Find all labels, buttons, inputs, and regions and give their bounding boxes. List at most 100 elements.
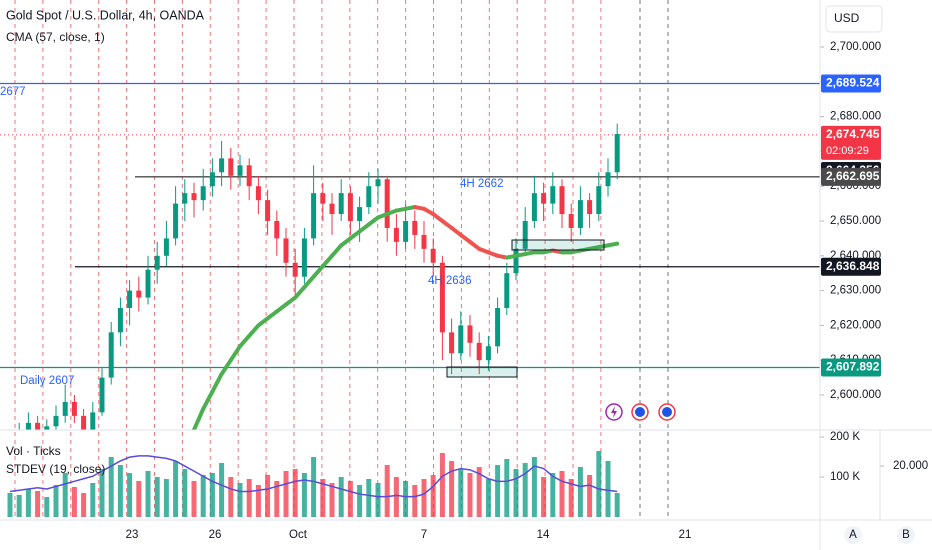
level-label-box (821, 74, 881, 93)
volume-bar (99, 469, 105, 517)
volume-bar (320, 479, 326, 517)
footer-button[interactable] (897, 526, 915, 544)
volume-bar (375, 483, 381, 517)
volume-bar (458, 469, 464, 517)
candle-body (136, 290, 142, 298)
stdev-line (9, 455, 618, 498)
volume-bar (219, 463, 225, 517)
candle-body (467, 325, 473, 343)
candle-body (173, 203, 179, 239)
volume-bar (329, 483, 335, 517)
volume-bar (71, 487, 77, 517)
candle-body (587, 200, 593, 215)
y-tick-label: 2,600.000 (830, 389, 881, 401)
price-pane (0, 82, 820, 430)
candle-body (274, 221, 280, 239)
candle-body (495, 307, 501, 347)
cma-segment (219, 358, 233, 377)
candle-body (292, 262, 298, 277)
volume-bar (53, 485, 59, 517)
candle-body (375, 179, 381, 187)
volume-bar (154, 477, 160, 517)
zone-box (446, 366, 518, 378)
volume-bar (265, 475, 271, 517)
candle-body (53, 415, 59, 427)
candle-body (200, 186, 206, 201)
volume-bar (338, 477, 344, 517)
candle-body (219, 158, 225, 173)
cma-segment (238, 333, 252, 349)
event-icon-glyph (635, 407, 645, 417)
volume-bar (44, 497, 50, 517)
volume-bar (568, 479, 574, 517)
event-icon-glyph (611, 406, 617, 418)
currency-button[interactable] (825, 5, 883, 33)
zone-box (511, 239, 605, 251)
candle-body (421, 234, 427, 249)
candle-body (458, 325, 464, 354)
candle-body (449, 332, 455, 354)
candle-body (338, 193, 344, 215)
candle-body (117, 307, 123, 333)
chart-title: Gold Spot / U.S. Dollar, 4h, OANDA (6, 8, 205, 22)
x-tick-label: Oct (289, 529, 308, 541)
volume-bar (559, 471, 565, 517)
candle-body (320, 193, 326, 204)
candle-body (513, 248, 519, 274)
annotation: 4H 2636 (428, 275, 471, 287)
footer-button[interactable] (844, 526, 862, 544)
footer-label[interactable]: B (902, 529, 910, 541)
volume-tick-label: 100 K (830, 471, 860, 483)
x-tick-label: 14 (537, 529, 550, 541)
volume-bar (384, 465, 390, 517)
cma-segment (201, 389, 215, 411)
x-tick-label: 7 (421, 529, 427, 541)
level-label-box (821, 358, 881, 377)
candle-body (301, 238, 307, 277)
event-icon-glyph (662, 407, 672, 417)
candle-body (182, 193, 188, 204)
volume-bar (311, 457, 317, 517)
candle-body (504, 273, 510, 308)
volume-bar (108, 457, 114, 517)
candle-body (550, 186, 556, 204)
annotation: 4H 2662 (460, 178, 503, 190)
volume-bar (173, 461, 179, 517)
volume-bar (587, 475, 593, 517)
cma-segment (247, 323, 261, 338)
level-label: 2,689.524 (826, 76, 880, 90)
volume-bar (274, 481, 280, 517)
level-label-box (821, 167, 881, 186)
candle-body (311, 193, 317, 239)
cma-segment (330, 243, 344, 258)
candle-body (25, 422, 31, 430)
level-label: 2,662.695 (826, 169, 880, 183)
volume-bar (136, 481, 142, 517)
level-label: 2,607.892 (826, 360, 880, 374)
cma-segment (192, 406, 206, 430)
cma-segment (311, 264, 325, 279)
y-tick-label: 2,620.000 (830, 319, 881, 331)
candle-body (522, 221, 528, 249)
volume-bar (366, 479, 372, 517)
volume-bar (357, 485, 363, 517)
candle-body (476, 342, 482, 361)
currency[interactable]: USD (834, 11, 860, 25)
volume-bar (117, 465, 123, 517)
volume-bar (577, 467, 583, 517)
candle-body (71, 401, 77, 416)
level-label-box (821, 125, 881, 160)
candle-body (531, 193, 537, 222)
y-tick-label: 2,680.000 (830, 111, 881, 123)
footer-label[interactable]: A (849, 529, 857, 541)
level-label: 2,674.745 (826, 127, 880, 141)
y-tick-label: 2,700.000 (830, 41, 881, 53)
candle-body (384, 179, 390, 228)
candle-body (163, 238, 169, 256)
candle-body (541, 193, 547, 204)
cma-segment (293, 285, 307, 300)
volume-bar (7, 493, 13, 517)
candle-body (614, 134, 620, 173)
volume-bar (421, 479, 427, 517)
candle-body (237, 165, 243, 176)
